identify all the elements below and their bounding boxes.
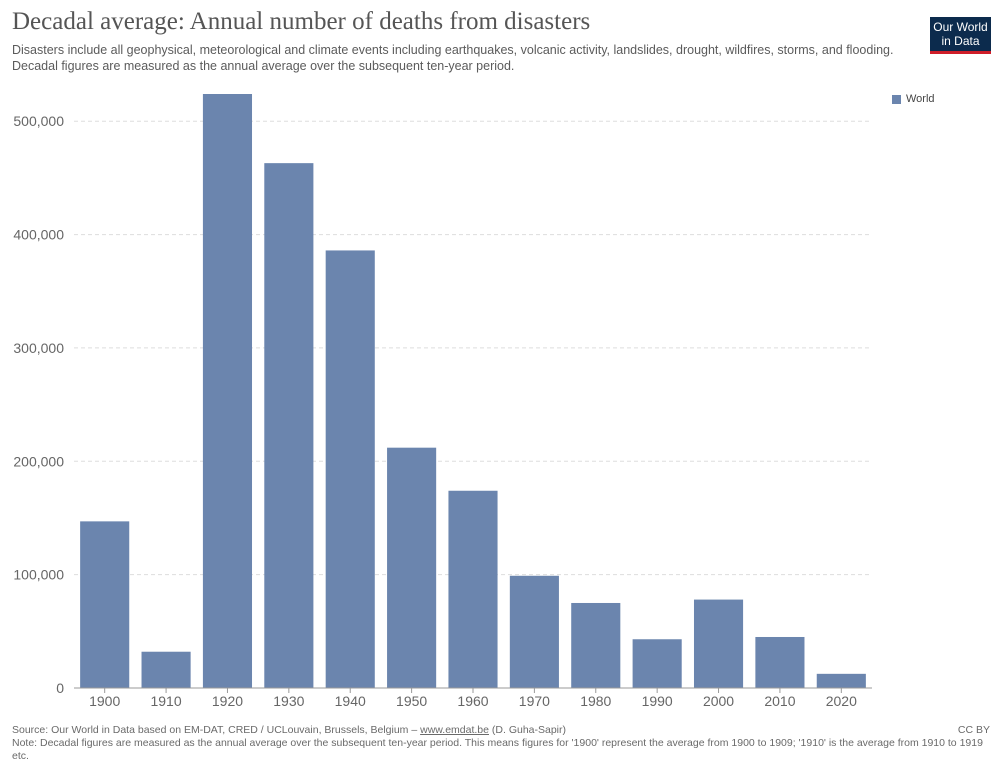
x-tick-label: 1960 — [457, 693, 488, 709]
legend-swatch-world — [892, 94, 901, 104]
y-tick-label: 500,000 — [13, 113, 64, 129]
bars — [80, 94, 866, 688]
note-line: Note: Decadal figures are measured as th… — [12, 737, 983, 762]
chart-footer: Source: Our World in Data based on EM-DA… — [12, 724, 987, 763]
x-tick-label: 2010 — [764, 693, 795, 709]
bar-1960[interactable] — [448, 490, 498, 688]
x-tick-label: 1980 — [580, 693, 611, 709]
bar-1940[interactable] — [325, 250, 375, 688]
chart-title: Decadal average: Annual number of deaths… — [12, 8, 591, 35]
y-tick-label: 300,000 — [13, 340, 64, 356]
source-line: Source: Our World in Data based on EM-DA… — [12, 724, 987, 737]
bar-1990[interactable] — [632, 639, 682, 688]
x-tick-label: 1910 — [150, 693, 181, 709]
x-tick-label: 1970 — [519, 693, 550, 709]
bar-1980[interactable] — [571, 602, 621, 688]
logo-line-1: Our World — [933, 20, 988, 34]
chart-subtitle: Disasters include all geophysical, meteo… — [12, 42, 912, 74]
axes: 0 100,000 200,000 300,000 400,000 500,000 1900… — [13, 113, 872, 709]
x-tick-label: 1950 — [396, 693, 427, 709]
x-tick-label: 1920 — [212, 693, 243, 709]
x-tick-label: 1940 — [335, 693, 366, 709]
y-tick-label: 400,000 — [13, 227, 64, 243]
bar-2000[interactable] — [693, 599, 744, 688]
x-tick-label: 1930 — [273, 693, 304, 709]
x-tick-label: 2020 — [826, 693, 857, 709]
bar-1920[interactable] — [202, 94, 253, 688]
x-tick-label: 2000 — [703, 693, 734, 709]
subtitle-line-1: Disasters include all geophysical, meteo… — [12, 43, 894, 57]
bar-1900[interactable] — [80, 521, 130, 688]
source-link[interactable]: www.emdat.be — [420, 724, 489, 736]
bar-1910[interactable] — [141, 651, 191, 688]
license-label[interactable]: CC BY — [957, 724, 990, 736]
legend-label-world: World — [906, 93, 935, 105]
y-tick-label: 100,000 — [13, 567, 64, 583]
y-tick-label: 200,000 — [13, 453, 64, 469]
bar-1950[interactable] — [387, 447, 437, 688]
x-tick-label: 1990 — [642, 693, 673, 709]
bar-2010[interactable] — [755, 636, 805, 688]
bar-1970[interactable] — [509, 575, 559, 688]
logo-line-2: in Data — [941, 34, 980, 48]
bar-2020[interactable] — [816, 673, 866, 688]
legend[interactable]: World — [892, 93, 935, 105]
owid-logo[interactable]: Our World in Data — [930, 17, 991, 54]
x-tick-label: 1900 — [89, 693, 120, 709]
source-suffix: (D. Guha-Sapir) — [488, 724, 567, 736]
source-prefix: Source: Our World in Data based on EM-DA… — [12, 724, 421, 736]
bar-1930[interactable] — [264, 163, 314, 688]
subtitle-line-2: Decadal figures are measured as the annu… — [12, 59, 515, 73]
y-tick-label: 0 — [56, 680, 64, 696]
